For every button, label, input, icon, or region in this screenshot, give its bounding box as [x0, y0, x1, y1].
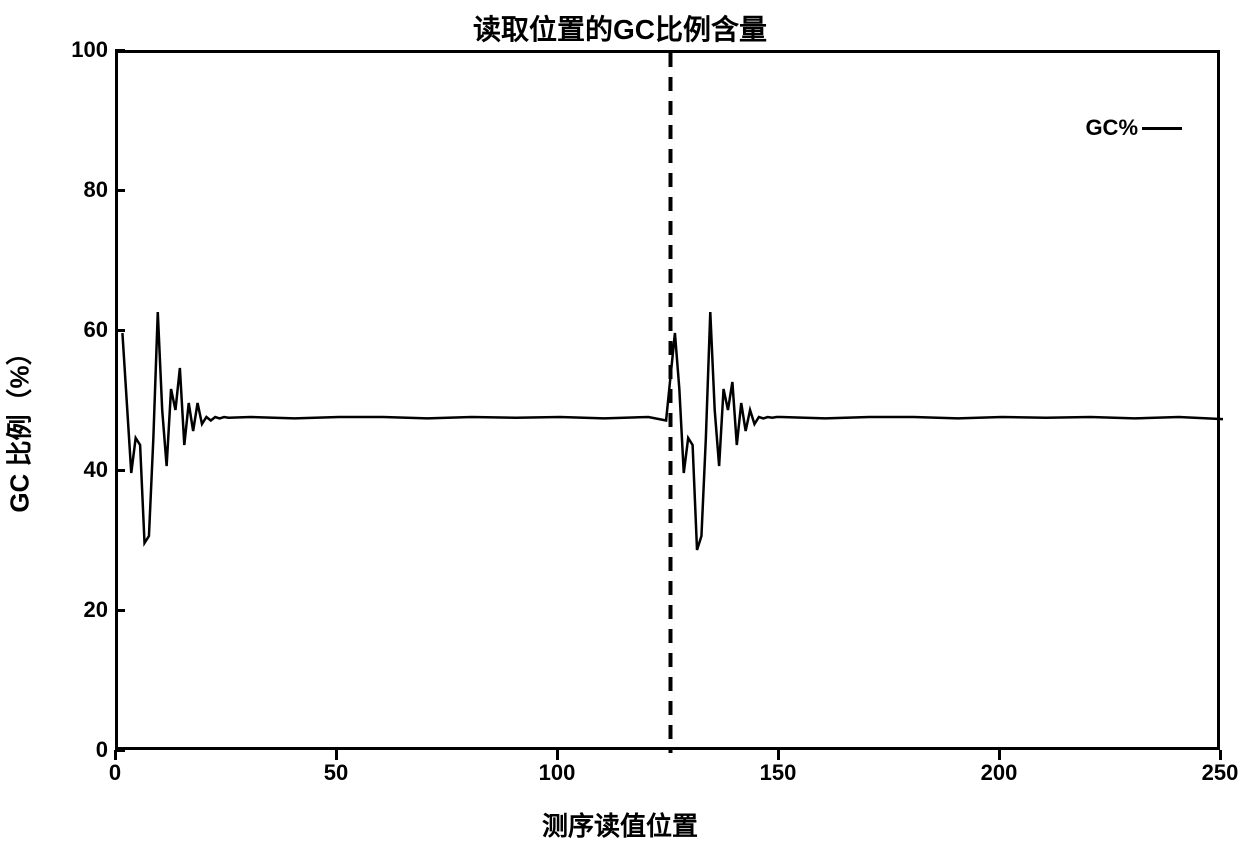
xtick-mark: [1219, 750, 1222, 760]
chart-container: 读取位置的GC比例含量 GC 比例（%） 测序读值位置 GC% 0 20 40 60 8…: [0, 0, 1240, 851]
xtick-label: 50: [324, 760, 348, 786]
ytick-label: 20: [84, 597, 108, 623]
ytick-label: 60: [84, 317, 108, 343]
ytick-mark: [115, 469, 125, 472]
ytick-mark: [115, 189, 125, 192]
gc-series-line: [122, 312, 1223, 550]
ytick-mark: [115, 609, 125, 612]
plot-area: GC%: [115, 50, 1220, 750]
legend-label: GC%: [1085, 115, 1138, 141]
xtick-label: 150: [760, 760, 797, 786]
xtick-label: 250: [1202, 760, 1239, 786]
ytick-label: 100: [71, 37, 108, 63]
legend-line-sample: [1142, 127, 1182, 130]
legend: GC%: [1085, 115, 1182, 141]
xtick-label: 0: [109, 760, 121, 786]
data-line-svg: [118, 53, 1223, 753]
xtick-mark: [556, 750, 559, 760]
xtick-label: 200: [981, 760, 1018, 786]
x-axis-label: 测序读值位置: [542, 806, 698, 843]
xtick-mark: [335, 750, 338, 760]
chart-title: 读取位置的GC比例含量: [473, 8, 767, 48]
ytick-mark: [115, 329, 125, 332]
xtick-label: 100: [539, 760, 576, 786]
ytick-mark: [115, 49, 125, 52]
xtick-mark: [777, 750, 780, 760]
ytick-label: 40: [84, 457, 108, 483]
ytick-label: 80: [84, 177, 108, 203]
xtick-mark: [998, 750, 1001, 760]
ytick-label: 0: [96, 737, 108, 763]
ytick-mark: [115, 749, 125, 752]
y-axis-label: GC 比例（%）: [0, 339, 37, 512]
xtick-mark: [114, 750, 117, 760]
